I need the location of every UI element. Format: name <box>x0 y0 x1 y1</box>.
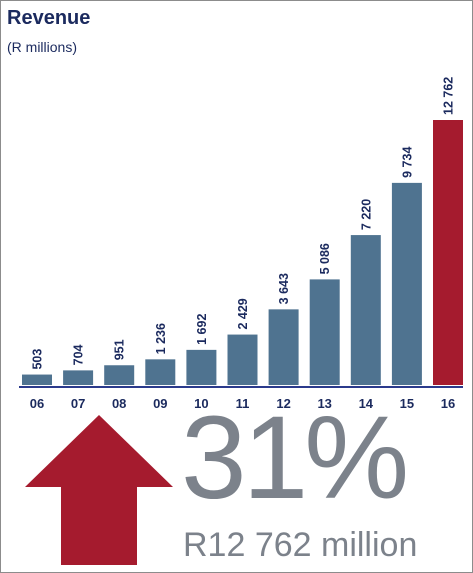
x-tick-06: 06 <box>30 396 44 411</box>
value-label-15: 9 734 <box>400 147 414 178</box>
x-tick-07: 07 <box>71 396 85 411</box>
x-tick-08: 08 <box>112 396 126 411</box>
value-label-14: 7 220 <box>359 199 373 230</box>
x-tick-10: 10 <box>194 396 208 411</box>
value-label-13: 5 086 <box>318 243 332 274</box>
bar-12 <box>268 309 299 385</box>
bar-11 <box>227 334 258 385</box>
value-label-08: 951 <box>113 339 127 360</box>
revenue-bar-chart: 503 06 704 07 951 08 1 236 09 1 692 10 2 429 11 3 64… <box>19 77 463 411</box>
bar-10 <box>186 349 217 385</box>
chart-title: Revenue <box>7 7 91 29</box>
value-label-11: 2 429 <box>236 298 250 329</box>
bar-06 <box>22 374 52 385</box>
x-tick-16: 16 <box>441 396 455 411</box>
value-label-10: 1 692 <box>195 314 209 345</box>
x-tick-12: 12 <box>276 396 290 411</box>
value-label-09: 1 236 <box>154 323 168 354</box>
up-arrow-icon <box>25 415 173 565</box>
bar-09 <box>145 359 176 385</box>
value-label-16: 12 762 <box>442 77 456 115</box>
growth-percentage: 31% <box>181 392 409 524</box>
chart-subtitle: (R millions) <box>7 39 77 55</box>
bar-16 <box>433 120 463 385</box>
x-tick-15: 15 <box>400 396 414 411</box>
x-tick-13: 13 <box>317 396 331 411</box>
bar-08 <box>104 365 135 385</box>
x-tick-09: 09 <box>153 396 167 411</box>
revenue-caption: R12 762 million <box>183 526 418 564</box>
bar-07 <box>63 370 94 385</box>
bar-13 <box>309 279 340 385</box>
x-tick-14: 14 <box>359 396 374 411</box>
value-label-07: 704 <box>72 344 86 365</box>
bar-14 <box>350 235 381 385</box>
bar-15 <box>391 182 422 385</box>
value-label-12: 3 643 <box>277 273 291 304</box>
value-label-06: 503 <box>31 349 45 370</box>
x-tick-11: 11 <box>236 396 250 411</box>
